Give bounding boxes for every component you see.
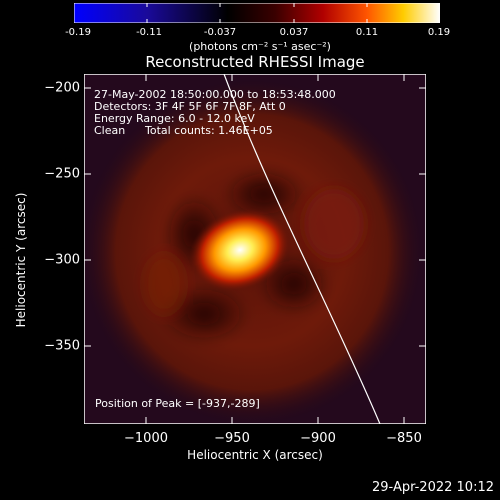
image-title: Reconstructed RHESSI Image: [145, 53, 365, 71]
colorbar-tick: 0.11: [355, 27, 379, 38]
y-axis-label: Heliocentric Y (arcsec): [14, 192, 28, 328]
peak-position: Position of Peak = [-937,-289]: [95, 397, 260, 410]
colorbar-tick: 0.19: [427, 27, 451, 38]
x-tick: −900: [300, 431, 336, 446]
info-energy: Energy Range: 6.0 - 12.0 keV: [94, 112, 255, 125]
colorbar-tick: -0.11: [136, 27, 162, 38]
timestamp: 29-Apr-2022 10:12: [372, 480, 494, 495]
colorbar-tick: 0.037: [279, 27, 309, 38]
y-tick: −300: [44, 252, 80, 268]
info-time: 27-May-2002 18:50:00.000 to 18:53:48.000: [94, 88, 336, 101]
colorbar-units: (photons cm⁻² s⁻¹ asec⁻²): [189, 40, 331, 53]
x-axis-label: Heliocentric X (arcsec): [187, 448, 323, 462]
colorbar: [74, 3, 440, 23]
y-tick: −200: [44, 80, 80, 96]
info-detectors: Detectors: 3F 4F 5F 6F 7F 8F, Att 0: [94, 100, 286, 113]
x-tick: −850: [386, 431, 422, 446]
y-tick: −350: [44, 338, 80, 354]
y-tick: −250: [44, 166, 80, 182]
x-tick: −950: [214, 431, 250, 446]
rhessi-image: [84, 74, 426, 424]
colorbar-tick: -0.19: [65, 27, 91, 38]
colorbar-tick: -0.037: [203, 27, 237, 38]
x-tick: −1000: [124, 431, 168, 446]
info-counts: Total counts: 1.46E+05: [145, 124, 273, 137]
info-method: Clean: [94, 124, 126, 137]
